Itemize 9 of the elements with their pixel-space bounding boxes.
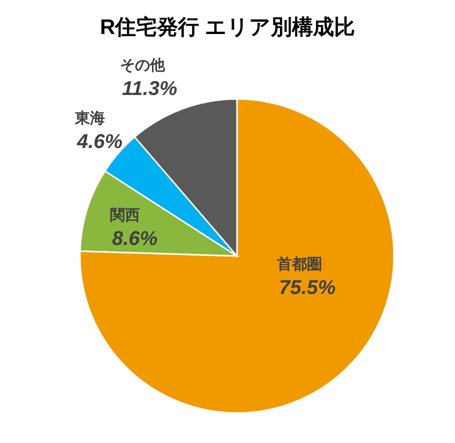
data-label: 75.5% xyxy=(279,277,336,299)
slice-label: 関西 xyxy=(110,207,140,224)
chart-title: R住宅発行 エリア別構成比 xyxy=(100,15,355,39)
slice-label: その他 xyxy=(120,57,166,74)
data-label: 4.6% xyxy=(76,131,123,153)
data-label: 11.3% xyxy=(122,78,178,100)
slice-label: 首都圏 xyxy=(276,256,322,273)
data-label: 8.6% xyxy=(112,228,158,250)
slice-label: 東海 xyxy=(74,110,105,127)
